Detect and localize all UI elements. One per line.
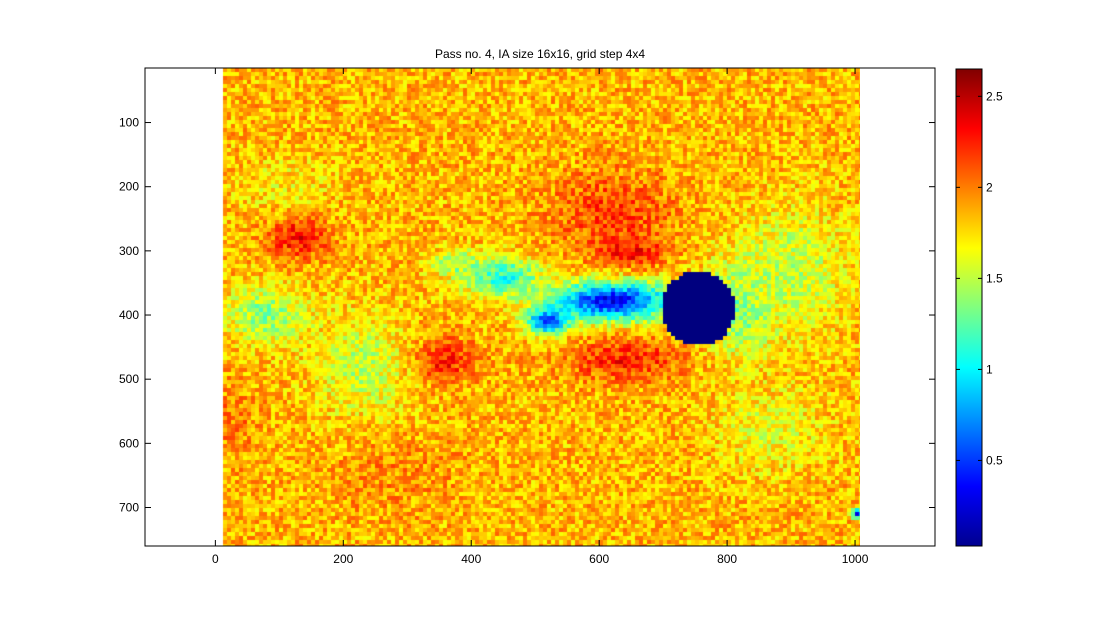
colorbar-tick-label: 1 bbox=[986, 362, 993, 376]
x-axis: 0 200 400 600 800 1000 bbox=[212, 68, 869, 566]
y-tick-label: 100 bbox=[119, 116, 139, 130]
colorbar-tick-label: 0.5 bbox=[986, 453, 1003, 467]
y-tick-label: 500 bbox=[119, 372, 139, 386]
x-tick-label: 400 bbox=[461, 552, 481, 566]
colorbar-tick-label: 1.5 bbox=[986, 271, 1003, 285]
y-tick-label: 200 bbox=[119, 180, 139, 194]
colorbar-scale bbox=[955, 68, 983, 547]
x-tick-label: 1000 bbox=[842, 552, 869, 566]
x-tick-label: 600 bbox=[589, 552, 609, 566]
x-tick-label: 0 bbox=[212, 552, 219, 566]
colorbar-tick-label: 2.5 bbox=[986, 89, 1003, 103]
y-tick-label: 700 bbox=[119, 501, 139, 515]
colorbar-tick-label: 2 bbox=[986, 180, 993, 194]
x-tick-label: 200 bbox=[333, 552, 353, 566]
y-tick-label: 400 bbox=[119, 308, 139, 322]
chart-title: Pass no. 4, IA size 16x16, grid step 4x4 bbox=[435, 47, 645, 61]
x-tick-label: 800 bbox=[717, 552, 737, 566]
y-tick-label: 600 bbox=[119, 436, 139, 450]
heatmap bbox=[219, 68, 860, 546]
y-axis: 100 200 300 400 500 600 700 bbox=[119, 116, 935, 515]
y-tick-label: 300 bbox=[119, 244, 139, 258]
colorbar: 0.5 1 1.5 2 2.5 bbox=[955, 68, 1003, 547]
